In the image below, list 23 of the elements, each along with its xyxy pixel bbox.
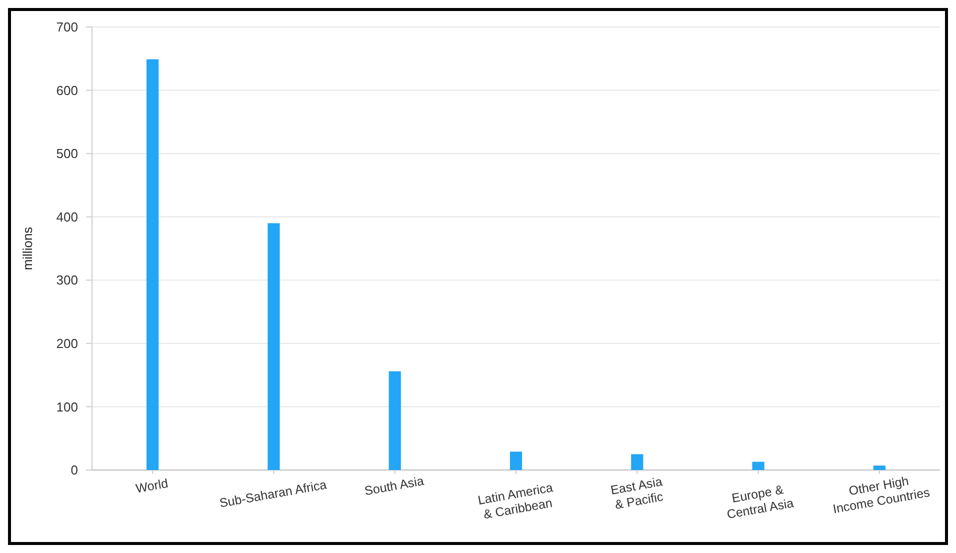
y-tick-label: 100 [56,399,78,414]
y-tick-label: 300 [56,272,78,288]
x-tick-label: East Asia & Pacific [610,474,664,512]
bar [510,452,522,470]
y-tick-label: 200 [56,336,78,351]
y-tick-label: 0 [70,462,78,478]
bar [752,462,764,470]
bar [146,59,159,470]
x-tick-label: Other High Income Countries [832,474,931,516]
y-tick-label: 600 [56,82,78,98]
bar [388,371,401,470]
y-tick-label: 400 [56,209,78,224]
y-tick-label: 500 [56,146,78,162]
y-axis-title: millions [20,226,35,270]
x-tick-label: World [134,476,170,496]
bar [268,223,280,470]
bar [873,466,886,470]
x-tick-label: Latin America & Caribbean [476,480,554,522]
y-tick-label: 700 [56,20,78,35]
x-tick-label: Sub-Saharan Africa [218,478,328,510]
x-tick-label: Europe & Central Asia [726,482,795,522]
bar [631,454,644,470]
x-tick-label: South Asia [364,474,425,498]
